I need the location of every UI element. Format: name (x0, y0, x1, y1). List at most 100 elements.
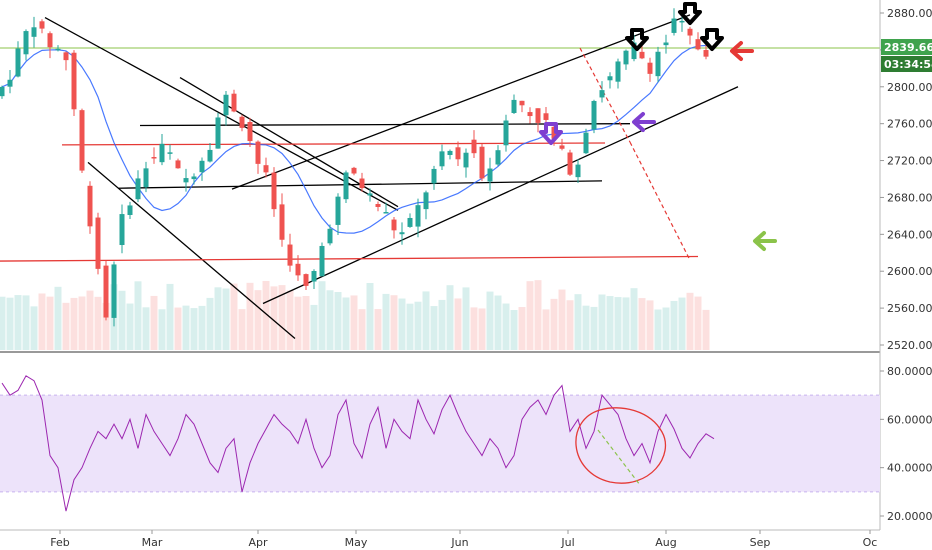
volume-bar (678, 297, 686, 350)
time-tick-label: May (345, 536, 368, 549)
volume-bar (262, 280, 270, 350)
volume-bar (518, 307, 526, 350)
volume-bar (254, 290, 262, 350)
candle-body (335, 196, 341, 225)
volume-bar (542, 309, 550, 350)
volume-bar (486, 291, 494, 350)
volume-bar (398, 298, 406, 350)
time-tick-label: Mar (142, 536, 163, 549)
candle-body (31, 27, 37, 37)
candle-body (543, 113, 549, 120)
volume-bar (494, 295, 502, 350)
rsi-pane (0, 375, 880, 512)
volume-bar (454, 298, 462, 350)
candle-body (231, 93, 237, 112)
arrow-down-icon (625, 28, 649, 51)
price-tick-label: 2720.00 (887, 155, 932, 168)
volume-bar (0, 296, 6, 350)
candle-body (567, 152, 573, 175)
candle-body (239, 116, 245, 128)
volume-bar (598, 294, 606, 350)
candle-body (199, 160, 205, 173)
volume-bar (38, 293, 46, 350)
volume-bar (534, 280, 542, 350)
candle-body (23, 31, 29, 55)
price-tick-label: 2760.00 (887, 118, 932, 131)
volume-bar (54, 286, 62, 350)
candle-body (671, 18, 677, 33)
candle-body (431, 168, 437, 184)
countdown-text: 03:34:54 (884, 58, 932, 71)
candle-body (399, 232, 405, 235)
candle-body (559, 145, 565, 149)
candle-body (327, 228, 333, 244)
volume-bar (478, 308, 486, 350)
rising-channel-lower (262, 86, 739, 305)
candle-body (135, 178, 141, 200)
volume-bar (334, 292, 342, 350)
candle-body (151, 157, 157, 159)
candle-body (207, 149, 213, 162)
rsi-tick-label: 20.0000 (887, 510, 932, 523)
candle-body (703, 50, 709, 57)
candle-body (415, 205, 421, 227)
countdown-badge: 03:34:54 (881, 56, 932, 72)
volume-bar (670, 300, 678, 350)
time-axis: Feb Mar Apr May Jun Jul Aug Sep Oc (50, 530, 877, 549)
volume-bar (358, 309, 366, 350)
volume-bar (342, 297, 350, 350)
candle-body (439, 151, 445, 167)
price-tick-label: 2680.00 (887, 191, 932, 204)
candle-body (663, 42, 669, 46)
rsi-band (0, 395, 880, 492)
candle-body (215, 117, 221, 149)
volume-bar (238, 309, 246, 350)
projected-drop-line (579, 47, 631, 143)
volume-bar (462, 287, 470, 350)
candle-body (55, 48, 61, 51)
volume-bar (126, 303, 134, 350)
volume-bars (0, 280, 710, 350)
candle-body (359, 178, 365, 189)
volume-bar (430, 306, 438, 350)
candle-body (143, 168, 149, 188)
candle-body (447, 150, 453, 156)
volume-bar (502, 303, 510, 350)
time-tick-label: Apr (248, 536, 268, 549)
candle-body (119, 214, 125, 246)
volume-bar (550, 298, 558, 350)
volume-bar (206, 297, 214, 350)
volume-bar (558, 289, 566, 350)
volume-bar (326, 290, 334, 350)
candle-body (527, 112, 533, 117)
candle-body (287, 244, 293, 266)
candle-body (167, 152, 173, 154)
candle-body (295, 263, 301, 276)
candle-body (503, 120, 509, 146)
volume-bar (622, 297, 630, 350)
candle-body (79, 110, 85, 171)
candle-body (471, 139, 477, 154)
candle-body (367, 193, 373, 196)
time-tick-label: Feb (50, 536, 69, 549)
volume-bar (222, 288, 230, 350)
volume-bar (694, 296, 702, 350)
volume-bar (606, 296, 614, 350)
arrow-left-icon (632, 112, 645, 132)
price-tick-label: 2640.00 (887, 228, 932, 241)
volume-bar (94, 296, 102, 350)
volume-bar (566, 300, 574, 350)
candle-body (103, 265, 109, 318)
candle-body (695, 39, 701, 50)
volume-bar (318, 281, 326, 350)
rsi-divergence-line (597, 429, 641, 486)
candles (0, 8, 709, 327)
candle-body (647, 62, 653, 74)
candle-body (551, 126, 557, 139)
candle-body (247, 122, 253, 142)
candle-body (255, 141, 261, 164)
candle-body (511, 99, 517, 114)
volume-bar (118, 290, 126, 350)
